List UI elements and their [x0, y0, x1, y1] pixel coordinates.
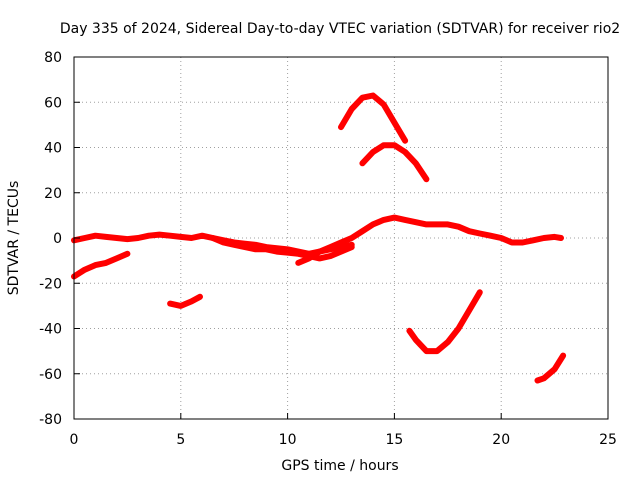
- x-tick-label: 10: [279, 432, 297, 448]
- chart-title: Day 335 of 2024, Sidereal Day-to-day VTE…: [60, 21, 620, 37]
- series-line-band-c: [295, 214, 564, 266]
- x-tick-label: 5: [176, 432, 185, 448]
- series-line-seg-5: [167, 293, 203, 309]
- x-tick-label: 20: [492, 432, 510, 448]
- series-layer: [71, 92, 567, 384]
- y-tick-label: 20: [44, 186, 62, 202]
- series-line-seg-22: [534, 352, 567, 384]
- series-line-band-b: [209, 235, 355, 262]
- x-tick-label: 25: [599, 432, 617, 448]
- x-tick-label: 15: [385, 432, 403, 448]
- series-line-arc-top: [338, 92, 409, 144]
- series-line-v-neg: [406, 289, 483, 355]
- y-tick-label: -40: [39, 322, 62, 338]
- y-tick-label: -20: [39, 276, 62, 292]
- grid: [74, 57, 608, 419]
- y-axis-label: SDTVAR / TECUs: [6, 181, 22, 296]
- y-tick-label: -80: [39, 412, 62, 428]
- y-tick-label: -60: [39, 367, 62, 383]
- series-line-low-left: [71, 250, 131, 280]
- y-tick-labels: -80 -60 -40 -20 0 20 40 60 80: [39, 50, 80, 428]
- x-tick-label: 0: [70, 432, 79, 448]
- y-tick-label: 0: [53, 231, 62, 247]
- y-tick-label: 40: [44, 141, 62, 157]
- y-tick-label: 60: [44, 95, 62, 111]
- series-line-arc-mid: [359, 142, 430, 183]
- x-axis-label: GPS time / hours: [281, 458, 398, 474]
- y-tick-label: 80: [44, 50, 62, 66]
- x-tick-labels: 0 5 10 15 20 25: [70, 413, 617, 448]
